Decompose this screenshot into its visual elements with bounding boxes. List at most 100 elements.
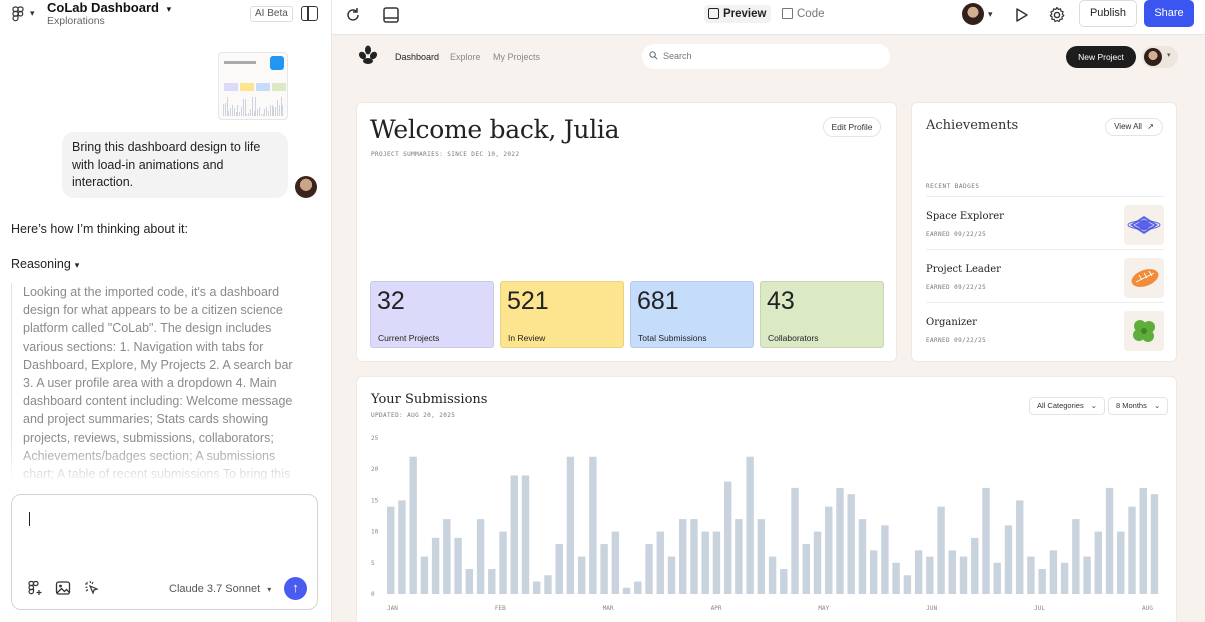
chart-bar[interactable]	[555, 544, 563, 594]
model-selector[interactable]: Claude 3.7 Sonnet ▾	[169, 583, 271, 595]
chart-bar[interactable]	[1139, 487, 1147, 594]
chart-bar[interactable]	[510, 475, 518, 594]
chart-bar[interactable]	[398, 500, 406, 594]
chart-bar[interactable]	[701, 531, 709, 594]
chart-bar[interactable]	[937, 506, 945, 594]
chart-bar[interactable]	[914, 550, 923, 594]
chart-bar[interactable]	[757, 519, 766, 594]
chart-bar[interactable]	[746, 456, 754, 594]
chart-bar[interactable]	[1128, 506, 1136, 594]
refresh-icon[interactable]	[344, 6, 362, 24]
chart-bar[interactable]	[802, 544, 810, 594]
chart-bar[interactable]	[948, 550, 956, 594]
chart-bar[interactable]	[600, 544, 608, 594]
chart-bar[interactable]	[1150, 494, 1159, 594]
chart-bar[interactable]	[544, 575, 552, 594]
edit-profile-button[interactable]: Edit Profile	[823, 117, 881, 137]
badge-item[interactable]: Project Leader EARNED 09/22/25	[926, 249, 1164, 302]
chart-bar[interactable]	[667, 556, 676, 594]
chart-bar[interactable]	[499, 531, 507, 594]
search-input[interactable]: Search	[642, 44, 890, 69]
figma-logo-icon[interactable]	[10, 6, 26, 22]
chart-bar[interactable]	[982, 487, 990, 594]
send-button[interactable]: ↑	[284, 577, 307, 600]
chart-bar[interactable]	[735, 519, 743, 594]
chart-bar[interactable]	[679, 519, 687, 594]
chart-bar[interactable]	[971, 537, 979, 594]
chart-bar[interactable]	[1094, 531, 1103, 594]
chart-bar[interactable]	[993, 562, 1001, 594]
magic-select-icon[interactable]	[84, 580, 100, 596]
play-icon[interactable]	[1012, 6, 1030, 24]
chart-bar[interactable]	[847, 494, 855, 594]
stat-in-review[interactable]: 521 In Review	[500, 281, 624, 348]
chart-bar[interactable]	[836, 487, 844, 594]
chart-bar[interactable]	[1105, 487, 1114, 594]
tab-preview[interactable]: Preview	[704, 5, 772, 23]
category-filter[interactable]: All Categories ⌄	[1029, 397, 1106, 415]
chart-bar[interactable]	[611, 531, 620, 594]
chart-bar[interactable]	[690, 519, 698, 594]
stat-collaborators[interactable]: 43 Collaborators	[760, 281, 884, 348]
chart-bar[interactable]	[959, 556, 968, 594]
chart-bar[interactable]	[1038, 569, 1046, 594]
stat-total-submissions[interactable]: 681 Total Submissions	[630, 281, 754, 348]
layout-panel-icon[interactable]	[382, 6, 400, 24]
tab-code[interactable]: Code	[778, 5, 825, 23]
chart-bar[interactable]	[465, 569, 474, 594]
chart-bar[interactable]	[521, 475, 530, 594]
chart-bar[interactable]	[577, 556, 586, 594]
chart-bar[interactable]	[780, 569, 788, 594]
chart-bar[interactable]	[1072, 519, 1080, 594]
profile-menu[interactable]: ▾	[1142, 46, 1178, 68]
chart-bar[interactable]	[409, 456, 417, 594]
chart-bar[interactable]	[488, 569, 496, 594]
chart-bar[interactable]	[858, 519, 867, 594]
chart-bar[interactable]	[1049, 550, 1058, 594]
chart-bar[interactable]	[622, 587, 631, 594]
chart-bar[interactable]	[869, 550, 878, 594]
badge-item[interactable]: Organizer EARNED 09/22/25	[926, 302, 1164, 355]
stat-current-projects[interactable]: 32 Current Projects	[370, 281, 494, 348]
chart-bar[interactable]	[1117, 531, 1125, 594]
chart-bar[interactable]	[1083, 556, 1091, 594]
chart-bar[interactable]	[813, 531, 822, 594]
publish-button[interactable]: Publish	[1079, 0, 1137, 27]
chart-bar[interactable]	[926, 556, 934, 594]
chart-bar[interactable]	[634, 581, 642, 594]
chart-bar[interactable]	[533, 581, 541, 594]
chart-bar[interactable]	[387, 506, 395, 594]
chart-bar[interactable]	[431, 537, 440, 594]
figma-import-icon[interactable]	[27, 580, 43, 596]
chart-bar[interactable]	[712, 531, 721, 594]
project-title[interactable]: CoLab Dashboard ▾	[47, 0, 172, 15]
chart-bar[interactable]	[1027, 556, 1035, 594]
sidebar-toggle-icon[interactable]	[301, 6, 318, 21]
chart-bar[interactable]	[1015, 500, 1024, 594]
account-avatar[interactable]	[962, 3, 984, 25]
chart-bar[interactable]	[1004, 525, 1013, 594]
chart-bar[interactable]	[1060, 562, 1069, 594]
chart-bar[interactable]	[420, 556, 429, 594]
image-upload-icon[interactable]	[55, 580, 71, 596]
message-composer[interactable]: Claude 3.7 Sonnet ▾ ↑	[11, 494, 318, 610]
chart-bar[interactable]	[768, 556, 777, 594]
chart-bar[interactable]	[454, 537, 462, 594]
chart-bar[interactable]	[656, 531, 664, 594]
chart-bar[interactable]	[566, 456, 575, 594]
chart-bar[interactable]	[825, 506, 833, 594]
view-all-button[interactable]: View All ↗	[1105, 118, 1163, 136]
chart-bar[interactable]	[723, 481, 732, 594]
chart-bar[interactable]	[791, 487, 799, 594]
settings-gear-icon[interactable]	[1048, 6, 1066, 24]
colab-logo-icon[interactable]	[356, 44, 380, 68]
chevron-down-icon[interactable]: ▾	[988, 9, 993, 19]
chart-bar[interactable]	[903, 575, 912, 594]
chart-bar[interactable]	[645, 544, 653, 594]
reasoning-toggle[interactable]: Reasoning ▾	[11, 257, 79, 271]
chart-bar[interactable]	[443, 519, 451, 594]
range-filter[interactable]: 8 Months ⌄	[1108, 397, 1169, 415]
chart-bar[interactable]	[881, 525, 889, 594]
nav-my-projects[interactable]: My Projects	[493, 52, 541, 62]
chart-bar[interactable]	[892, 562, 900, 594]
